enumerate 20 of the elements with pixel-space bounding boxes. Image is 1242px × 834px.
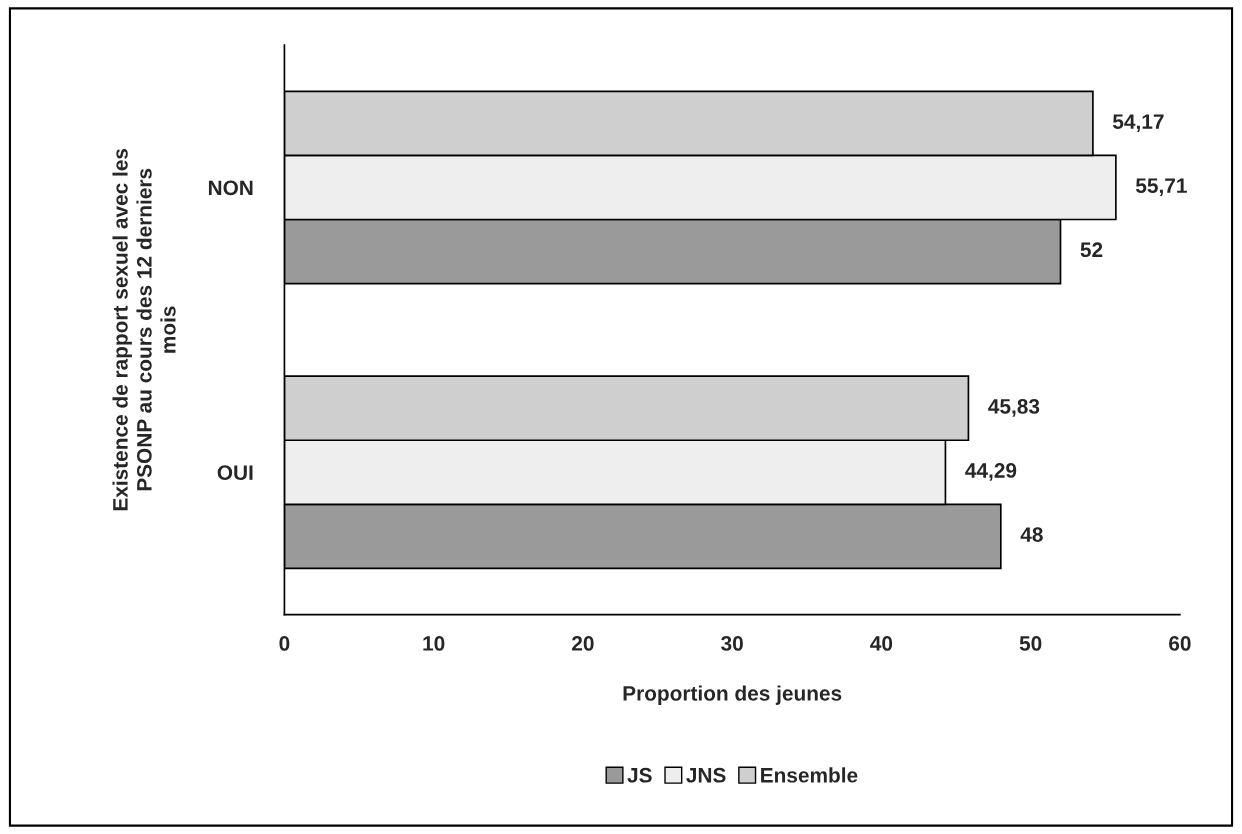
data-label: 48 [1020, 527, 1043, 542]
legend-label: JS [627, 767, 652, 783]
x-tick-label: 30 [721, 636, 743, 651]
data-label: 55,71 [1135, 178, 1187, 197]
data-label: 52 [1080, 242, 1103, 258]
x-tick-label: 0 [279, 636, 290, 651]
data-label: 54,17 [1112, 114, 1164, 132]
x-tick-label: 50 [1019, 636, 1042, 651]
legend-label: JNS [686, 767, 726, 783]
x-tick-label: 10 [423, 636, 445, 651]
data-label: 45,83 [988, 399, 1040, 417]
y-tick-label: OUI [217, 465, 253, 481]
y-tick-label: NON [208, 180, 253, 196]
x-tick-label: 60 [1169, 636, 1191, 651]
x-tick-label: 40 [870, 636, 893, 651]
y-axis-title: Existence de rapport sexuel avec les PSONP au cours des 12 derniers mois [112, 148, 176, 511]
data-label: 44,29 [965, 463, 1017, 481]
x-tick-label: 20 [572, 636, 594, 651]
legend-label: Ensemble [761, 767, 858, 783]
x-axis-title: Proportion des jeunes [623, 685, 842, 705]
